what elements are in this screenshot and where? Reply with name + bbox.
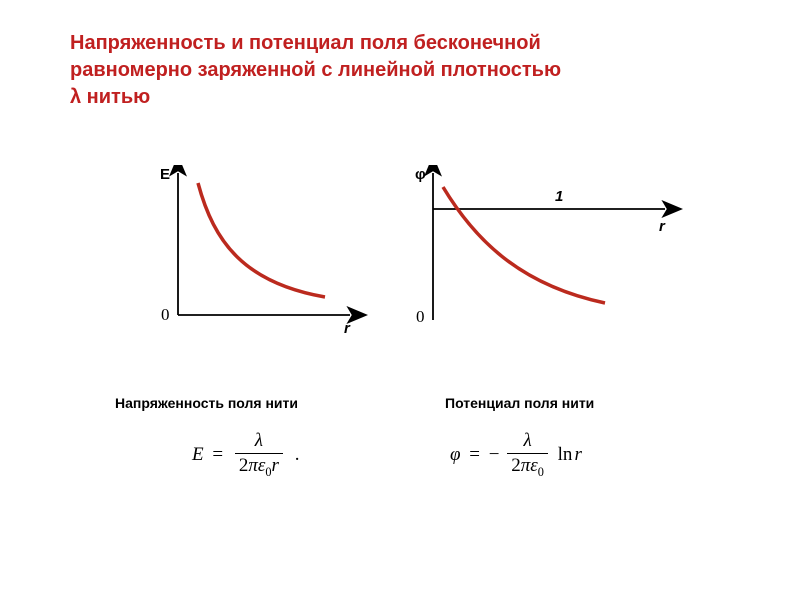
title-line-1: Напряженность и потенциал поля бесконечн…: [70, 30, 730, 57]
caption-field-strength: Напряженность поля нити: [115, 395, 298, 411]
formula-lhs: φ: [450, 444, 461, 466]
caption-potential: Потенциал поля нити: [445, 395, 594, 411]
ln-operator: ln: [558, 444, 573, 466]
equals-sign: =: [469, 444, 480, 466]
minus-sign: −: [489, 444, 500, 466]
numerator: λ: [507, 430, 548, 453]
period: .: [295, 444, 300, 466]
top-label: 1: [555, 188, 563, 205]
origin-label: 0: [161, 305, 170, 324]
denominator: 2πε0: [507, 453, 548, 480]
x-axis-label: r: [344, 320, 351, 335]
formula-lhs: E: [192, 444, 204, 466]
formula-potential: φ = − λ 2πε0 lnr: [450, 430, 582, 480]
page-title: Напряженность и потенциал поля бесконечн…: [70, 30, 730, 111]
x-axis-label: r: [659, 218, 666, 235]
title-line-3: λ нитью: [70, 84, 730, 111]
origin-label: 0: [416, 307, 425, 326]
ln-arg: r: [574, 444, 581, 466]
graph-field-strength: E r 0: [150, 165, 370, 340]
title-line-2: равномерно заряженной с линейной плотнос…: [70, 57, 730, 84]
fraction: λ 2πε0: [507, 430, 548, 480]
fraction: λ 2πε0r: [235, 430, 283, 480]
y-axis-label: φ: [415, 166, 426, 183]
equals-sign: =: [212, 444, 223, 466]
formula-field-strength: E = λ 2πε0r .: [192, 430, 299, 480]
denominator: 2πε0r: [235, 453, 283, 480]
numerator: λ: [235, 430, 283, 453]
graph-potential: φ r 0 1: [405, 165, 685, 340]
graphs-container: E r 0 φ r 0 1: [0, 165, 800, 365]
y-axis-label: E: [160, 166, 170, 183]
graph-phi-svg: φ r 0 1: [405, 165, 685, 335]
curve-phi: [443, 187, 605, 303]
curve-e: [198, 183, 325, 297]
graph-e-svg: E r 0: [150, 165, 370, 335]
